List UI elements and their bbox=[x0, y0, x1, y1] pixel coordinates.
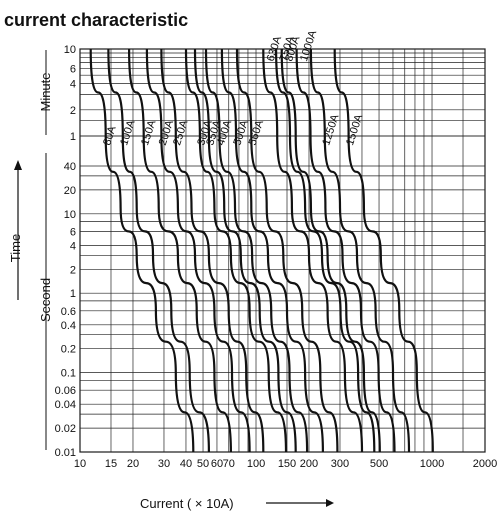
x-arrow-head bbox=[326, 499, 334, 507]
x-tick-label: 60 bbox=[211, 458, 223, 470]
curve-300a bbox=[184, 48, 288, 453]
x-tick-label: 15 bbox=[105, 458, 117, 470]
series-label-80a: 80A bbox=[101, 124, 119, 147]
y-tick-label-second: 6 bbox=[70, 226, 76, 238]
curve-350a bbox=[193, 48, 297, 453]
x-tick-label: 300 bbox=[331, 458, 349, 470]
curve-750a bbox=[275, 48, 376, 453]
curve-1250a bbox=[309, 48, 411, 453]
curve-1000a bbox=[295, 48, 396, 453]
x-tick-label: 20 bbox=[127, 458, 139, 470]
y-axis-labels: Time Minute Second bbox=[8, 50, 53, 450]
series-label-100a: 100A bbox=[118, 118, 138, 147]
y-tick-label-second: 0.06 bbox=[55, 385, 76, 397]
chart-title: current characteristic bbox=[4, 10, 188, 30]
x-axis-label: Current ( × 10A) bbox=[140, 496, 234, 511]
y-tick-label-second: 0.4 bbox=[61, 320, 76, 332]
y-axis-label-second: Second bbox=[38, 278, 53, 322]
y-tick-label-second: 10 bbox=[64, 209, 76, 221]
curve-200a bbox=[145, 48, 251, 453]
y-tick-label-minute: 4 bbox=[70, 79, 76, 91]
x-tick-label: 200 bbox=[300, 458, 318, 470]
y-tick-label-minute: 1 bbox=[70, 131, 76, 143]
x-tick-label: 100 bbox=[247, 458, 265, 470]
x-tick-label: 1000 bbox=[420, 458, 444, 470]
y-tick-label-second: 0.02 bbox=[55, 423, 76, 435]
y-tick-label-second: 40 bbox=[64, 161, 76, 173]
x-tick-label: 30 bbox=[158, 458, 170, 470]
y-tick-label-minute: 10 bbox=[64, 44, 76, 56]
y-axis-label-minute: Minute bbox=[38, 72, 53, 111]
x-tick-label: 50 bbox=[197, 458, 209, 470]
y-axis-label: Time bbox=[8, 234, 23, 262]
curve-630a bbox=[262, 48, 364, 453]
y-arrow-head bbox=[14, 160, 22, 170]
curve-500a bbox=[220, 48, 324, 453]
x-axis-arrow bbox=[266, 499, 334, 507]
y-tick-label-second: 0.6 bbox=[61, 306, 76, 318]
x-tick-label: 150 bbox=[278, 458, 296, 470]
series-label-150a: 150A bbox=[139, 118, 159, 147]
y-tick-label-second: 1 bbox=[70, 288, 76, 300]
curve-560a bbox=[235, 48, 339, 453]
curve-400a bbox=[204, 48, 309, 453]
series-curves bbox=[89, 48, 434, 453]
y-tick-label-second: 20 bbox=[64, 185, 76, 197]
y-tick-label-second: 0.04 bbox=[55, 399, 76, 411]
y-tick-label-second: 0.1 bbox=[61, 368, 76, 380]
y-tick-label-second: 2 bbox=[70, 264, 76, 276]
y-tick-label-minute: 2 bbox=[70, 105, 76, 117]
x-tick-label: 40 bbox=[180, 458, 192, 470]
x-tick-label: 500 bbox=[370, 458, 388, 470]
x-tick-label: 2000 bbox=[473, 458, 497, 470]
x-tick-label: 70 bbox=[223, 458, 235, 470]
x-tick-label: 10 bbox=[74, 458, 86, 470]
y-tick-label-second: 4 bbox=[70, 240, 76, 252]
y-tick-label-second: 0.2 bbox=[61, 344, 76, 356]
y-tick-labels: 10 6 4 2 1 40 20 10 6 4 2 1 0.6 0.4 0.2 0.1 0.06 0.04 0.02… bbox=[55, 44, 76, 459]
y-tick-label-minute: 6 bbox=[70, 63, 76, 75]
x-tick-labels: 10 15 20 30 40 50 60 70 100 150 200 300 500 1000 2000 bbox=[74, 458, 497, 470]
curve-800a bbox=[280, 48, 381, 453]
curve-250a bbox=[160, 48, 265, 453]
y-tick-label-second: 0.01 bbox=[55, 447, 76, 459]
curve-100a bbox=[107, 48, 210, 453]
curve-150a bbox=[128, 48, 232, 453]
curve-1500a bbox=[333, 48, 434, 453]
curve-80a bbox=[89, 48, 195, 453]
